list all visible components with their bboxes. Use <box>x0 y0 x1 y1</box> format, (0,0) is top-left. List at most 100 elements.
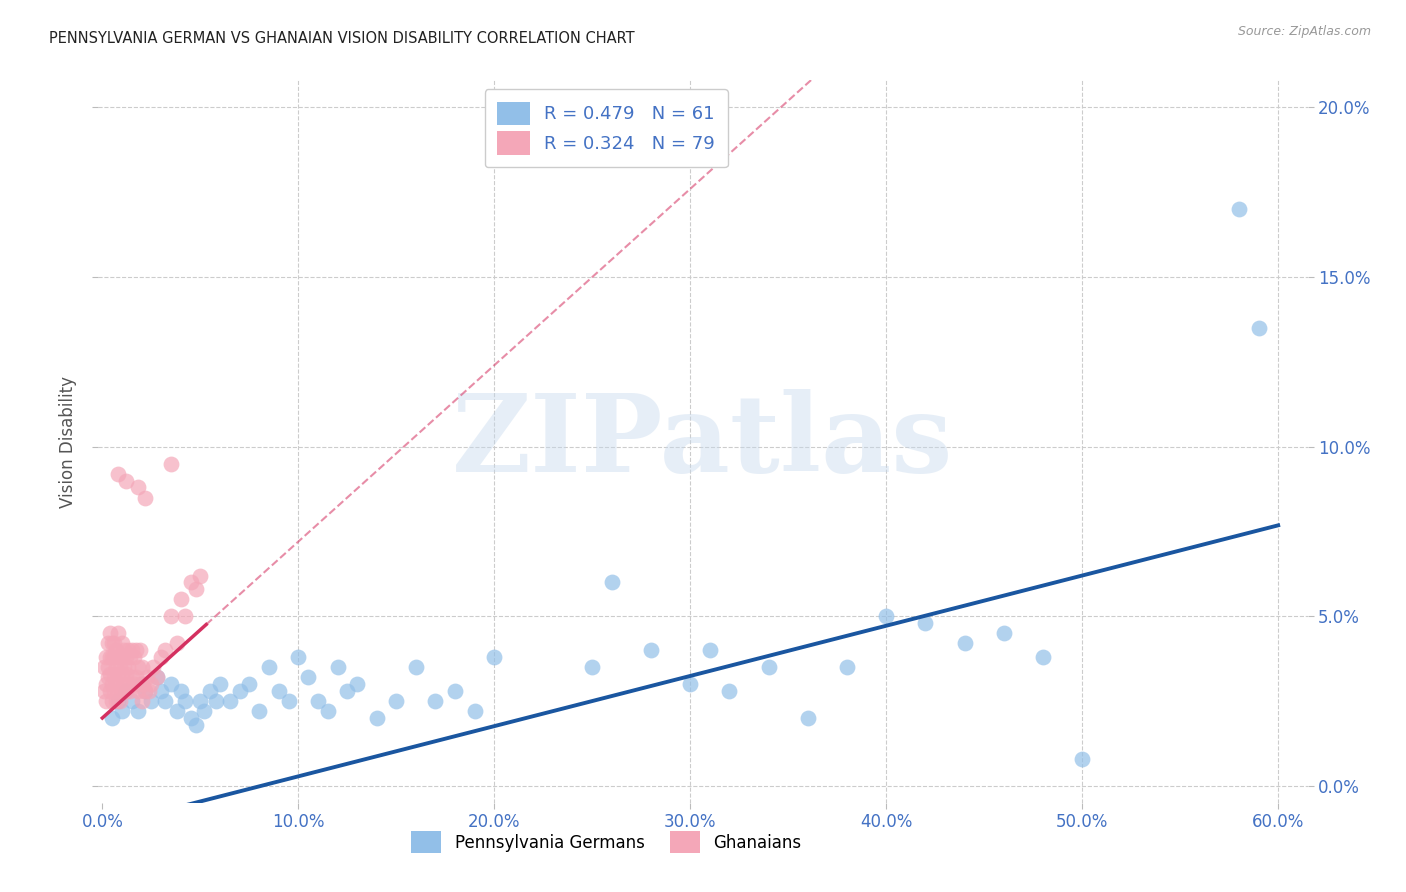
Point <box>297 670 319 684</box>
Point <box>127 480 149 494</box>
Point <box>188 694 211 708</box>
Point <box>173 694 195 708</box>
Point <box>134 491 156 505</box>
Point <box>128 677 150 691</box>
Point <box>444 684 467 698</box>
Point <box>173 609 195 624</box>
Point <box>108 660 131 674</box>
Point <box>1071 752 1094 766</box>
Point <box>111 666 134 681</box>
Point <box>405 660 427 674</box>
Point <box>166 704 188 718</box>
Point <box>953 636 976 650</box>
Point <box>758 660 780 674</box>
Point <box>464 704 486 718</box>
Point <box>238 677 260 691</box>
Point <box>141 694 163 708</box>
Point <box>484 649 506 664</box>
Point <box>124 670 146 684</box>
Point <box>112 660 135 674</box>
Point <box>105 660 128 674</box>
Point <box>218 694 240 708</box>
Point <box>136 670 159 684</box>
Text: PENNSYLVANIA GERMAN VS GHANAIAN VISION DISABILITY CORRELATION CHART: PENNSYLVANIA GERMAN VS GHANAIAN VISION D… <box>49 31 636 46</box>
Point <box>107 684 129 698</box>
Point <box>581 660 603 674</box>
Point <box>115 474 138 488</box>
Point <box>108 677 131 691</box>
Text: Source: ZipAtlas.com: Source: ZipAtlas.com <box>1237 25 1371 38</box>
Point <box>257 660 280 674</box>
Point <box>121 694 143 708</box>
Point <box>111 649 134 664</box>
Point <box>150 684 173 698</box>
Point <box>107 467 129 481</box>
Point <box>160 677 183 691</box>
Point <box>121 670 143 684</box>
Point <box>160 609 183 624</box>
Point <box>134 684 156 698</box>
Point <box>346 677 368 691</box>
Point <box>600 575 623 590</box>
Point <box>101 694 124 708</box>
Point <box>142 660 165 674</box>
Point <box>153 694 176 708</box>
Point <box>127 684 149 698</box>
Point <box>107 626 129 640</box>
Point <box>835 660 858 674</box>
Point <box>115 649 138 664</box>
Point <box>101 677 124 691</box>
Point <box>198 684 221 698</box>
Point <box>247 704 270 718</box>
Point <box>193 704 215 718</box>
Point <box>98 666 121 681</box>
Point <box>105 677 128 691</box>
Point <box>105 643 128 657</box>
Point <box>115 684 138 698</box>
Point <box>153 643 176 657</box>
Point <box>96 649 118 664</box>
Point <box>150 649 173 664</box>
Point <box>180 711 202 725</box>
Point <box>97 636 120 650</box>
Point <box>107 694 129 708</box>
Point <box>107 666 129 681</box>
Point <box>111 636 134 650</box>
Point <box>146 670 169 684</box>
Point <box>112 677 135 691</box>
Point <box>117 660 139 674</box>
Point <box>93 684 115 698</box>
Point <box>914 615 936 630</box>
Point <box>103 636 125 650</box>
Point <box>640 643 662 657</box>
Point <box>267 684 290 698</box>
Point <box>97 660 120 674</box>
Point <box>208 677 231 691</box>
Point <box>122 677 145 691</box>
Point <box>98 626 121 640</box>
Point <box>366 711 388 725</box>
Point <box>101 636 124 650</box>
Point <box>103 649 125 664</box>
Point <box>101 649 124 664</box>
Point <box>993 626 1015 640</box>
Point <box>111 684 134 698</box>
Point <box>108 694 131 708</box>
Point <box>170 684 193 698</box>
Point <box>141 677 163 691</box>
Point <box>875 609 897 624</box>
Point <box>97 670 120 684</box>
Point <box>146 670 169 684</box>
Point <box>111 704 134 718</box>
Point <box>127 660 149 674</box>
Point <box>138 684 160 698</box>
Point <box>316 704 339 718</box>
Point <box>326 660 349 674</box>
Point <box>124 643 146 657</box>
Point <box>103 684 125 698</box>
Point <box>98 684 121 698</box>
Point <box>115 684 138 698</box>
Point <box>103 666 125 681</box>
Point <box>101 711 124 725</box>
Point <box>277 694 299 708</box>
